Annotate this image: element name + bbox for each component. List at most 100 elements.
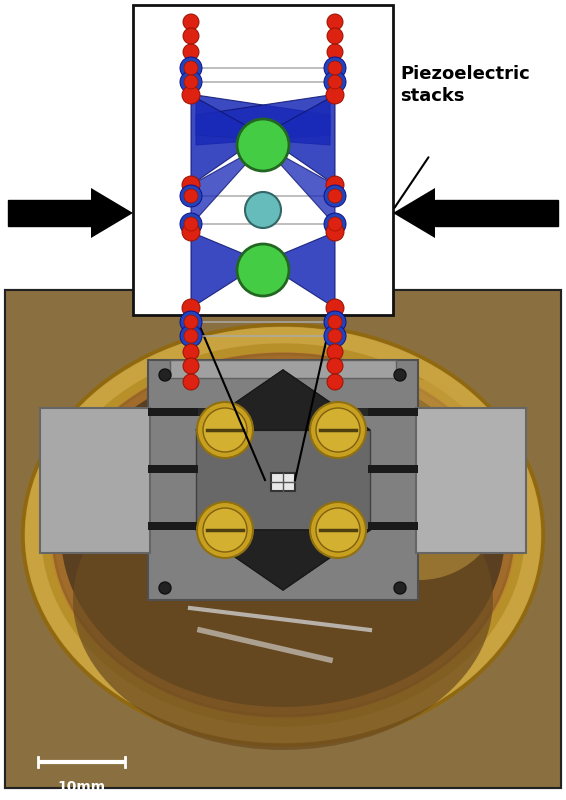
Text: 10mm: 10mm — [57, 780, 106, 794]
Bar — [368, 465, 418, 473]
Bar — [170, 360, 396, 378]
Circle shape — [310, 502, 366, 558]
Bar — [148, 360, 418, 600]
Bar — [148, 522, 198, 530]
Circle shape — [394, 582, 406, 594]
Circle shape — [203, 408, 247, 452]
Bar — [5, 290, 561, 788]
Bar — [148, 465, 198, 473]
Circle shape — [327, 44, 343, 60]
Circle shape — [182, 216, 200, 234]
Polygon shape — [263, 145, 335, 225]
Circle shape — [245, 192, 281, 228]
Circle shape — [180, 325, 202, 347]
Bar — [148, 408, 198, 416]
Circle shape — [310, 402, 366, 458]
Bar — [8, 200, 91, 226]
Circle shape — [328, 315, 342, 329]
Circle shape — [328, 217, 342, 231]
Circle shape — [159, 369, 171, 381]
Circle shape — [180, 311, 202, 333]
Circle shape — [326, 216, 344, 234]
Circle shape — [324, 57, 346, 79]
Circle shape — [184, 329, 198, 343]
Circle shape — [182, 86, 200, 104]
Circle shape — [203, 508, 247, 552]
Circle shape — [394, 369, 406, 381]
Circle shape — [197, 502, 253, 558]
Circle shape — [237, 244, 289, 296]
Circle shape — [327, 14, 343, 30]
Bar — [435, 200, 558, 226]
Circle shape — [180, 71, 202, 93]
Circle shape — [326, 223, 344, 241]
Circle shape — [316, 508, 360, 552]
Bar — [416, 408, 526, 553]
Circle shape — [159, 582, 171, 594]
Bar — [271, 473, 295, 491]
Bar — [368, 522, 418, 530]
Circle shape — [324, 213, 346, 235]
Circle shape — [328, 329, 342, 343]
Polygon shape — [196, 370, 370, 430]
Bar — [368, 408, 418, 416]
Circle shape — [326, 299, 344, 317]
Bar — [5, 290, 561, 788]
Circle shape — [180, 185, 202, 207]
Ellipse shape — [73, 450, 493, 750]
Circle shape — [180, 57, 202, 79]
Circle shape — [326, 86, 344, 104]
Circle shape — [184, 315, 198, 329]
Circle shape — [327, 28, 343, 44]
Circle shape — [182, 299, 200, 317]
Circle shape — [183, 358, 199, 374]
Circle shape — [182, 223, 200, 241]
Polygon shape — [196, 370, 370, 430]
Text: Piezoelectric
stacks: Piezoelectric stacks — [400, 65, 530, 106]
Circle shape — [326, 176, 344, 194]
Circle shape — [182, 176, 200, 194]
Circle shape — [184, 217, 198, 231]
Circle shape — [184, 61, 198, 75]
Circle shape — [180, 213, 202, 235]
Circle shape — [316, 408, 360, 452]
Polygon shape — [263, 95, 335, 185]
Ellipse shape — [330, 380, 510, 580]
Circle shape — [197, 402, 253, 458]
Circle shape — [328, 61, 342, 75]
Circle shape — [327, 358, 343, 374]
Bar — [196, 430, 370, 530]
Circle shape — [183, 374, 199, 390]
Polygon shape — [196, 530, 370, 590]
Ellipse shape — [53, 354, 513, 716]
Circle shape — [327, 374, 343, 390]
Polygon shape — [191, 145, 263, 225]
Circle shape — [183, 28, 199, 44]
Circle shape — [324, 325, 346, 347]
Bar — [148, 522, 418, 530]
Circle shape — [328, 75, 342, 89]
Bar — [40, 408, 150, 553]
Circle shape — [184, 75, 198, 89]
Circle shape — [183, 14, 199, 30]
Polygon shape — [191, 95, 263, 185]
Bar — [133, 5, 393, 315]
Polygon shape — [393, 188, 435, 238]
Ellipse shape — [23, 325, 543, 745]
Polygon shape — [196, 530, 370, 590]
Circle shape — [183, 44, 199, 60]
Circle shape — [324, 185, 346, 207]
Polygon shape — [191, 232, 263, 308]
Polygon shape — [196, 95, 330, 145]
Circle shape — [324, 311, 346, 333]
Polygon shape — [91, 188, 133, 238]
Circle shape — [184, 189, 198, 203]
Polygon shape — [196, 95, 330, 145]
Circle shape — [183, 344, 199, 360]
Circle shape — [327, 344, 343, 360]
Circle shape — [237, 119, 289, 171]
Circle shape — [324, 71, 346, 93]
Bar — [148, 465, 418, 473]
Polygon shape — [263, 232, 335, 308]
Bar — [148, 408, 418, 416]
